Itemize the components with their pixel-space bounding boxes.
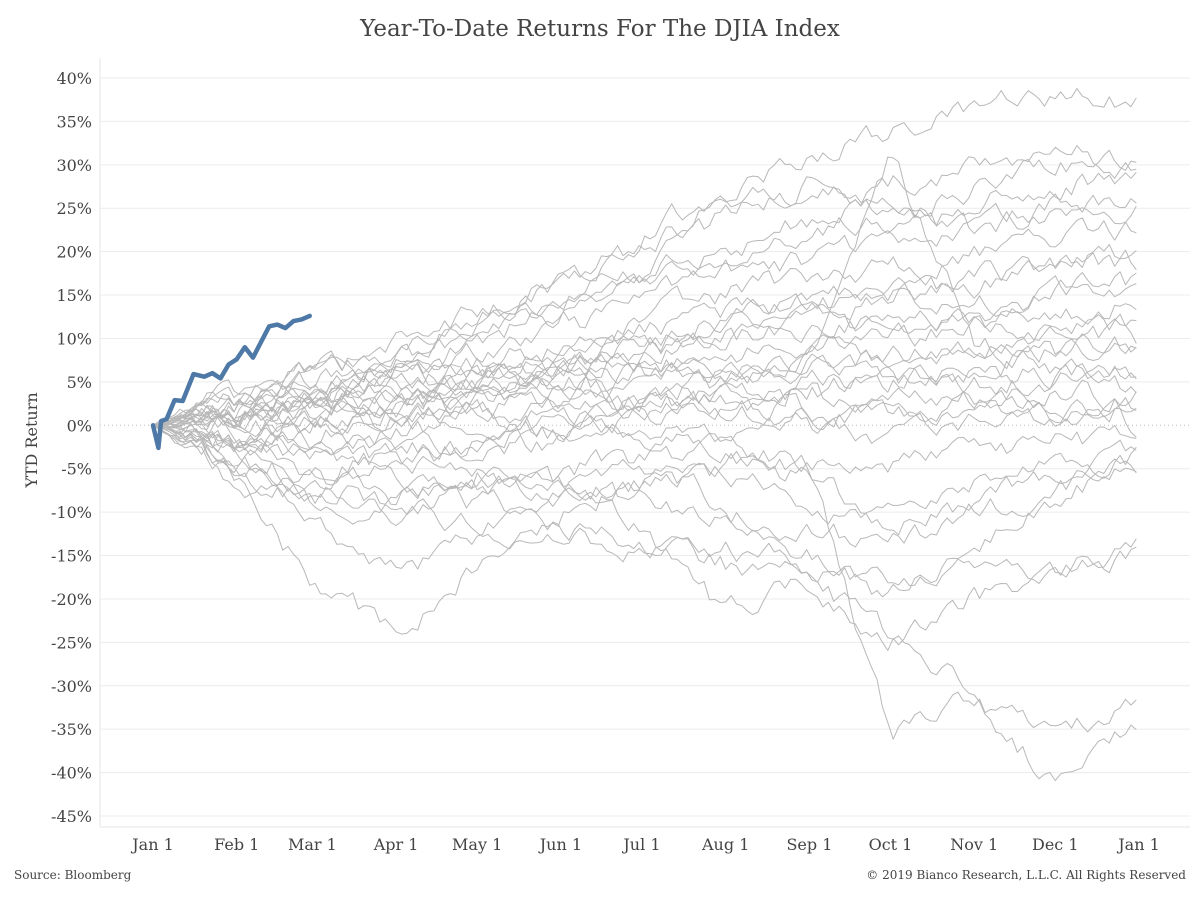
- x-tick-label: Jul 1: [621, 835, 660, 854]
- history-series-line: [152, 423, 1137, 490]
- y-tick-label: 40%: [56, 69, 92, 88]
- y-tick-label: -20%: [51, 590, 92, 609]
- history-series-line: [152, 364, 1137, 428]
- y-tick-label: -30%: [51, 677, 92, 696]
- y-tick-label: -5%: [61, 460, 92, 479]
- y-tick-label: 25%: [56, 199, 92, 218]
- history-series-line: [152, 424, 1137, 587]
- x-axis: Jan 1 Feb 1 Mar 1 Apr 1 May 1 Jun 1 Jul 1 Aug 1…: [130, 835, 1160, 854]
- y-tick-label: 35%: [56, 112, 92, 131]
- current-year-series-line: [150, 313, 312, 451]
- history-series-line: [152, 379, 1137, 456]
- history-series-line: [152, 333, 1137, 428]
- history-series-line: [152, 249, 1137, 430]
- history-series-line: [152, 156, 1137, 460]
- y-tick-label: -15%: [51, 547, 92, 566]
- y-tick-label: -35%: [51, 720, 92, 739]
- y-tick-label: 15%: [56, 286, 92, 305]
- x-tick-label: Jun 1: [538, 835, 582, 854]
- y-axis-label: YTD Return: [22, 392, 41, 488]
- x-tick-label: Jan 1: [1116, 835, 1160, 854]
- y-tick-label: -45%: [51, 807, 92, 826]
- history-series-line: [152, 202, 1137, 426]
- history-series-line: [152, 145, 1137, 427]
- history-series-line: [152, 171, 1137, 426]
- history-series-layer: [152, 88, 1137, 782]
- highlight-series-layer: [150, 313, 312, 451]
- x-tick-label: Sep 1: [786, 835, 832, 854]
- history-series-line: [153, 338, 1137, 447]
- history-series-line: [152, 271, 1137, 453]
- history-series-line: [152, 279, 1137, 431]
- chart-plot: -45% -40% -35% -30% -25% -20% -15% -10% -5% 0% 5% 1…: [22, 58, 1190, 854]
- source-note: Source: Bloomberg: [14, 868, 132, 882]
- x-tick-label: Feb 1: [214, 835, 259, 854]
- y-tick-label: 5%: [67, 373, 92, 392]
- x-tick-label: Mar 1: [288, 835, 337, 854]
- y-tick-label: -40%: [51, 764, 92, 783]
- y-tick-label: 10%: [56, 329, 92, 348]
- history-series-line: [152, 424, 1137, 740]
- history-series-line: [152, 390, 1137, 443]
- x-tick-label: Dec 1: [1032, 835, 1079, 854]
- history-series-line: [152, 424, 1137, 548]
- history-series-line: [152, 313, 1137, 438]
- history-series-line: [152, 358, 1137, 426]
- history-series-line: [152, 149, 1137, 426]
- x-tick-label: Oct 1: [869, 835, 913, 854]
- x-tick-label: Aug 1: [701, 835, 749, 854]
- y-tick-label: -10%: [51, 503, 92, 522]
- x-tick-label: Apr 1: [373, 835, 419, 854]
- copyright-note: © 2019 Bianco Research, L.L.C. All Right…: [866, 868, 1186, 882]
- history-series-line: [152, 186, 1137, 428]
- history-series-line: [152, 424, 1137, 635]
- y-tick-label: -25%: [51, 633, 92, 652]
- history-series-line: [152, 382, 1137, 449]
- history-series-line: [152, 396, 1137, 484]
- history-series-line: [152, 424, 1137, 598]
- history-series-line: [152, 418, 1137, 651]
- history-series-line: [152, 414, 1137, 782]
- y-tick-label: 20%: [56, 243, 92, 262]
- history-series-line: [152, 424, 1137, 525]
- y-tick-label: 0%: [67, 416, 92, 435]
- history-series-line: [152, 217, 1137, 438]
- y-axis: -45% -40% -35% -30% -25% -20% -15% -10% -5% 0% 5% 1…: [51, 58, 1190, 828]
- y-tick-label: 30%: [56, 156, 92, 175]
- x-tick-label: Jan 1: [130, 835, 174, 854]
- chart-title: Year-To-Date Returns For The DJIA Index: [360, 16, 840, 42]
- x-tick-label: Nov 1: [950, 835, 998, 854]
- x-tick-label: May 1: [452, 835, 502, 854]
